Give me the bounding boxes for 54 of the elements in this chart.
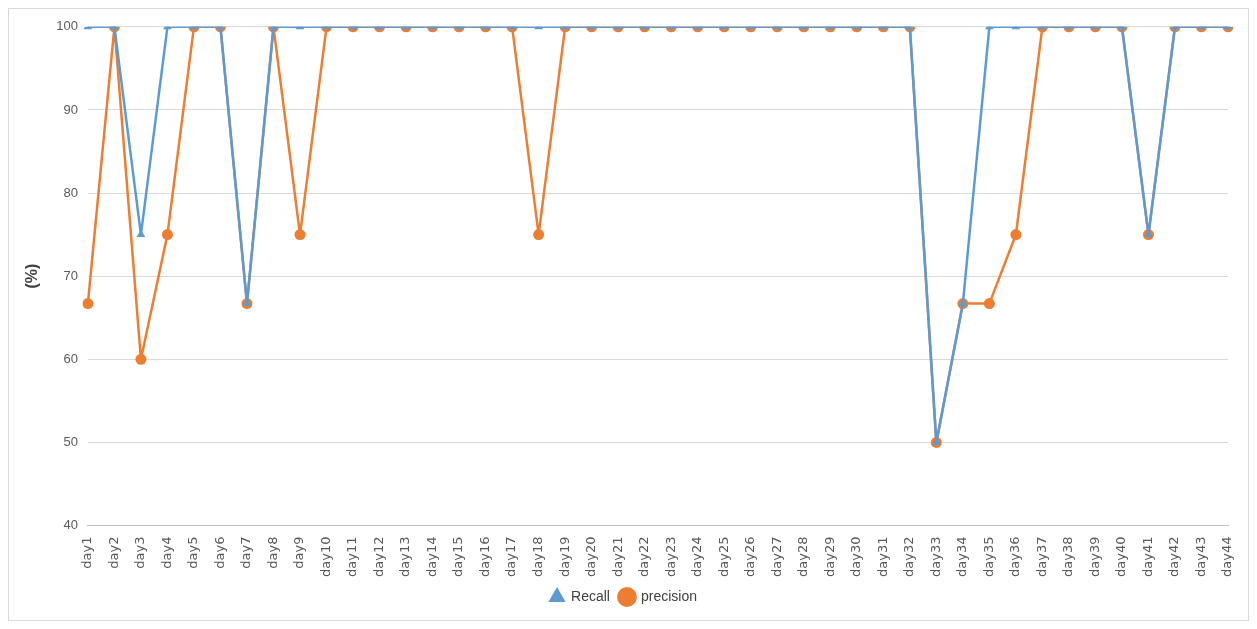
x-tick-label: day27 (768, 536, 784, 578)
x-tick-label: day34 (954, 536, 970, 578)
x-tick-label: day40 (1113, 536, 1129, 578)
x-tick-label: day9 (291, 536, 307, 569)
x-tick-label: day31 (874, 536, 890, 578)
x-tick-label: day28 (795, 536, 811, 578)
x-tick-label: day38 (1060, 536, 1076, 578)
y-axis-title: (%) (23, 263, 41, 289)
x-tick-label: day42 (1166, 536, 1182, 578)
x-tick-label: day43 (1192, 536, 1208, 578)
x-tick-label: day15 (450, 536, 466, 578)
y-tick-label: 80 (63, 184, 78, 200)
y-tick-label: 90 (63, 101, 78, 117)
x-tick-label: day16 (476, 536, 492, 578)
y-tick-label: 40 (63, 517, 78, 533)
x-tick-label: day33 (927, 536, 943, 578)
legend-label: precision (640, 587, 697, 604)
x-tick-label: day30 (848, 536, 864, 578)
y-tick-label: 70 (63, 267, 78, 283)
x-tick-label: day23 (662, 536, 678, 578)
x-tick-label: day19 (556, 536, 572, 578)
x-tick-label: day21 (609, 536, 625, 578)
x-tick-label: day26 (742, 536, 758, 578)
x-tick-label: day6 (211, 536, 227, 569)
x-tick-label: day14 (423, 536, 439, 578)
x-tick-label: day3 (132, 536, 148, 569)
x-tick-label: day11 (344, 536, 360, 578)
x-tick-label: day24 (689, 536, 705, 578)
x-tick-label: day10 (317, 536, 333, 578)
x-tick-label: day37 (1033, 536, 1049, 578)
x-tick-label: day4 (158, 536, 174, 569)
y-tick-label: 60 (63, 350, 78, 366)
x-tick-label: day29 (821, 536, 837, 578)
x-tick-label: day36 (1007, 536, 1023, 578)
x-tick-label: day44 (1219, 536, 1235, 578)
x-tick-label: day8 (264, 536, 280, 569)
x-tick-label: day41 (1139, 536, 1155, 578)
x-tick-label: day5 (185, 536, 201, 569)
x-tick-label: day25 (715, 536, 731, 578)
x-tick-label: day18 (530, 536, 546, 578)
y-tick-label: 100 (56, 18, 78, 34)
x-tick-label: day20 (583, 536, 599, 578)
x-tick-label: day7 (238, 536, 254, 569)
x-tick-label: day39 (1086, 536, 1102, 578)
x-tick-label: day13 (397, 536, 413, 578)
legend-label: Recall (571, 587, 610, 604)
x-tick-label: day17 (503, 536, 519, 578)
x-tick-label: day22 (636, 536, 652, 578)
x-tick-label: day35 (980, 536, 996, 578)
x-tick-label: day2 (105, 536, 121, 569)
x-tick-label: day1 (79, 536, 95, 569)
x-tick-label: day12 (370, 536, 386, 578)
x-tick-label: day32 (901, 536, 917, 578)
y-tick-label: 50 (63, 434, 78, 449)
